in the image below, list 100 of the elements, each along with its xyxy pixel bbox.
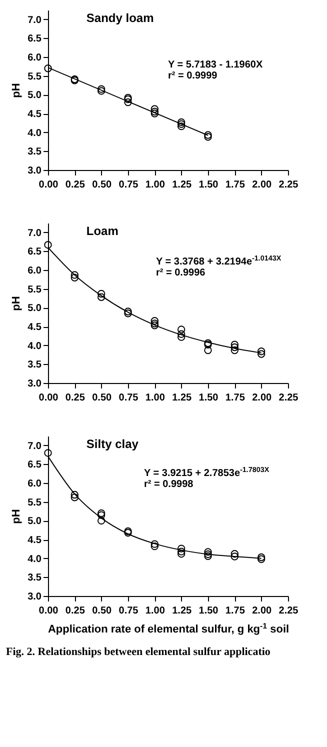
- point: [204, 131, 212, 139]
- x-tick-label: 0.50: [92, 392, 112, 404]
- y-tick-label: 3.0: [28, 166, 42, 176]
- point: [177, 550, 186, 558]
- y-tick-label: 3.0: [28, 592, 42, 602]
- point: [70, 274, 79, 282]
- y-tick-label: 3.5: [28, 572, 42, 584]
- y-tick-label: 4.0: [28, 340, 42, 352]
- y-tick-label: 6.0: [28, 478, 42, 490]
- y-axis-title: pH: [10, 509, 23, 524]
- y-tick-label: 6.5: [28, 246, 42, 258]
- y-tick-label: 3.5: [28, 146, 42, 158]
- point: [150, 105, 159, 113]
- x-tick-label: 0.75: [118, 180, 139, 190]
- x-axis-title: Application rate of elemental sulfur, g kg$^{-1}$ soil: [48, 621, 290, 636]
- point: [150, 108, 159, 116]
- y-tick-label: 4.5: [28, 109, 42, 120]
- y-tick-label: 7.0: [28, 14, 42, 26]
- point: [44, 64, 52, 72]
- x-tick-label: 0.25: [65, 606, 86, 616]
- x-tick-label: 0.75: [118, 392, 139, 404]
- point: [230, 340, 239, 348]
- x-tick-label: 2.00: [252, 606, 272, 616]
- x-tick-label: 0.00: [38, 606, 59, 616]
- point: [70, 271, 79, 279]
- y-tick-label: 5.5: [28, 284, 42, 296]
- x-tick-label: 0.00: [38, 180, 59, 190]
- point: [257, 350, 266, 358]
- x-tick-label: 2.00: [252, 392, 272, 404]
- x-tick-label: 2.25: [278, 180, 299, 190]
- y-tick-label: 4.5: [28, 535, 42, 546]
- point: [97, 87, 106, 95]
- x-tick-label: 0.75: [118, 606, 139, 616]
- y-tick-label: 4.0: [28, 554, 42, 565]
- chart-title: Silty clay: [86, 437, 139, 451]
- point: [204, 552, 212, 560]
- point: [97, 85, 106, 93]
- annotation: Y = 3.9215 + 2.7853e$^{-1.7803X}$: [144, 464, 270, 479]
- x-tick-label: 0.50: [92, 606, 112, 616]
- y-axis-title: pH: [10, 83, 23, 98]
- y-tick-label: 6.5: [28, 34, 42, 45]
- y-tick-label: 7.0: [28, 228, 42, 239]
- annotation: Y = 5.7183 - 1.1960X: [168, 59, 263, 70]
- x-tick-label: 1.50: [198, 606, 219, 616]
- point: [177, 548, 186, 556]
- x-tick-label: 2.00: [252, 180, 272, 190]
- y-tick-label: 7.0: [28, 440, 42, 452]
- point: [230, 552, 239, 560]
- y-tick-label: 5.0: [28, 516, 42, 528]
- x-tick-label: 1.75: [225, 392, 246, 404]
- x-tick-label: 1.25: [172, 180, 192, 190]
- x-tick-label: 0.25: [65, 392, 86, 404]
- y-tick-label: 6.0: [28, 52, 42, 64]
- point: [177, 120, 186, 128]
- point: [44, 240, 52, 249]
- y-tick-label: 5.0: [28, 303, 42, 314]
- annotation: r² = 0.9999: [168, 70, 218, 82]
- chart-title: Loam: [86, 224, 118, 238]
- point: [257, 555, 266, 563]
- annotation: r² = 0.9998: [144, 479, 194, 490]
- point: [257, 348, 266, 356]
- x-tick-label: 1.25: [172, 606, 192, 616]
- point: [124, 308, 132, 316]
- x-tick-label: 0.50: [92, 180, 112, 190]
- caption: Fig. 2. Relationships between elemental sulfur applicatio: [6, 646, 271, 658]
- point: [150, 540, 159, 548]
- y-tick-label: 5.5: [28, 497, 42, 508]
- x-tick-label: 1.00: [145, 606, 166, 616]
- point: [177, 333, 186, 341]
- x-tick-label: 1.75: [225, 606, 246, 616]
- y-tick-label: 6.0: [28, 266, 42, 277]
- y-tick-label: 4.5: [28, 322, 42, 334]
- x-tick-label: 1.75: [225, 180, 246, 190]
- point: [97, 509, 106, 518]
- y-tick-label: 6.5: [28, 460, 42, 471]
- point: [97, 293, 106, 302]
- x-tick-label: 1.50: [198, 180, 219, 190]
- point: [97, 511, 106, 519]
- point: [97, 516, 106, 525]
- y-tick-label: 3.0: [28, 378, 42, 390]
- point: [204, 346, 212, 354]
- point: [70, 494, 79, 502]
- point: [230, 550, 239, 558]
- point: [257, 553, 266, 562]
- point: [150, 317, 159, 325]
- point: [230, 343, 239, 352]
- point: [177, 326, 186, 334]
- annotation: Y = 3.3768 + 3.2194e$^{-1.0143X}$: [156, 252, 282, 268]
- point: [97, 290, 106, 298]
- point: [230, 346, 239, 354]
- y-tick-label: 5.5: [28, 71, 42, 82]
- x-tick-label: 1.25: [172, 392, 192, 404]
- point: [204, 548, 212, 556]
- y-axis-title: pH: [10, 296, 23, 311]
- x-tick-label: 0.00: [38, 392, 59, 404]
- point: [70, 490, 79, 499]
- point: [177, 544, 186, 552]
- point: [124, 310, 132, 318]
- point: [204, 550, 212, 558]
- point: [124, 98, 132, 106]
